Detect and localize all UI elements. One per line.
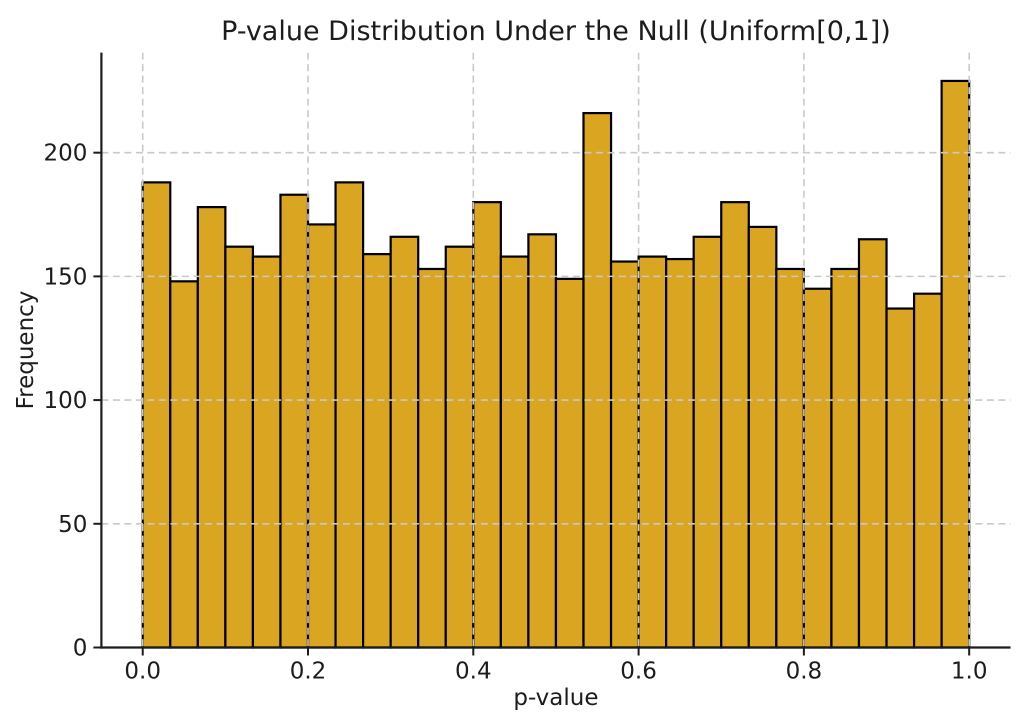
histogram-bar-3 [224,245,255,649]
histogram-bar-22 [747,225,778,649]
histogram-bar-24 [802,287,833,649]
x-tick-label: 1.0 [951,659,988,685]
histogram-bar-6 [306,223,337,649]
histogram-bar-28 [912,292,943,649]
x-tick-label: 0.0 [124,659,161,685]
histogram-bar-27 [885,307,916,649]
histogram-bar-23 [775,267,805,649]
histogram-bar-29 [940,79,971,649]
histogram-bar-15 [554,277,585,649]
histogram-bar-21 [720,201,750,649]
histogram-bar-13 [499,255,530,649]
histogram-bar-25 [830,267,861,649]
histogram-bar-19 [665,257,695,649]
y-tick-label: 50 [58,512,87,538]
histogram-bar-26 [857,238,888,649]
x-tick-label: 0.8 [786,659,823,685]
y-tick-label: 150 [43,264,87,290]
grid-group [101,52,1011,648]
bars-group [141,79,971,649]
histogram-bar-16 [582,111,613,649]
y-tick-label: 0 [73,636,88,662]
histogram-bar-11 [444,245,475,649]
x-axis-label: p-value [513,685,598,711]
x-tick-label: 0.6 [620,659,657,685]
histogram-bar-0 [141,181,172,649]
histogram-bar-20 [692,235,723,649]
chart-title: P-value Distribution Under the Null (Uni… [221,16,891,47]
histogram-bar-10 [417,267,447,649]
histogram-bar-9 [389,235,420,649]
histogram-bar-5 [279,193,310,649]
histogram-bar-4 [251,255,282,649]
x-tick-label: 0.4 [455,659,492,685]
histogram-bar-12 [472,201,502,649]
histogram-bar-18 [637,255,668,649]
histogram-bar-17 [609,260,640,649]
histogram-bar-1 [169,280,199,649]
histogram-bar-14 [527,233,558,649]
y-axis-label: Frequency [13,291,39,410]
histogram-bar-2 [196,206,227,649]
histogram-bar-7 [334,181,365,649]
histogram-bar-8 [362,253,392,649]
y-tick-label: 100 [43,388,87,414]
x-tick-label: 0.2 [290,659,327,685]
y-tick-label: 200 [43,141,87,167]
